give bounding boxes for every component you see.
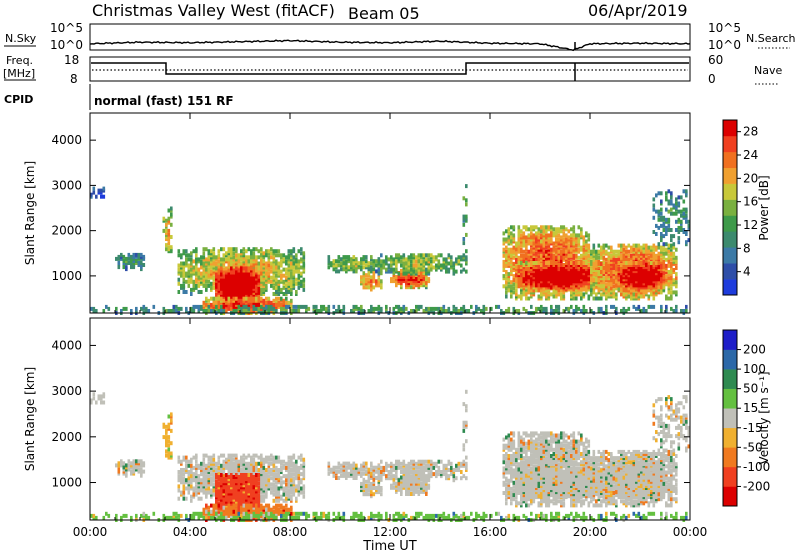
nsearch-label: N.Search xyxy=(746,32,796,45)
nsky-tick-top: 10^5 xyxy=(50,21,83,35)
cpid-text: normal (fast) 151 RF xyxy=(94,94,234,108)
cpid-label: CPID xyxy=(4,93,33,106)
colorbar-segment xyxy=(723,135,737,153)
freq-series-line xyxy=(91,62,689,75)
colorbar-segment xyxy=(723,167,737,184)
xtick-label: 20:00 xyxy=(573,525,608,539)
nsky-series-line xyxy=(89,39,691,52)
colorbar-segment xyxy=(723,199,737,216)
ytick-label: 1000 xyxy=(51,269,82,283)
xtick-label: 00:00 xyxy=(73,525,108,539)
colorbar-segment xyxy=(723,349,737,370)
ytick-label: 2000 xyxy=(51,430,82,444)
colorbar-segment xyxy=(723,215,737,232)
nsky-label: N.Sky xyxy=(5,32,37,45)
colorbar-segment xyxy=(723,151,737,169)
colorbar-tick-label: 100 xyxy=(743,362,766,376)
ytick-label: 4000 xyxy=(51,133,82,147)
velocity-yticks: 1000 2000 3000 4000 xyxy=(51,338,690,490)
colorbar-segment xyxy=(723,330,737,350)
velocity-ylabel: Slant Range [km] xyxy=(23,367,37,471)
beam-label: Beam 05 xyxy=(348,4,420,23)
colorbar-segment xyxy=(723,447,737,468)
colorbar-segment xyxy=(723,388,737,409)
power-yticks: 1000 2000 3000 4000 xyxy=(51,133,690,283)
colorbar-tick-label: -200 xyxy=(743,479,770,493)
power-colorbar: 4 8 12 16 20 24 28 Power [dB] xyxy=(722,119,771,296)
colorbar-tick-label: 15 xyxy=(743,401,758,415)
colorbar-tick-label: -100 xyxy=(743,460,770,474)
colorbar-tick-label: 24 xyxy=(743,148,758,162)
xtick-label: 12:00 xyxy=(373,525,408,539)
colorbar-tick-label: 16 xyxy=(743,195,758,209)
station-title: Christmas Valley West (fitACF) xyxy=(92,1,335,20)
power-panel: 1000 2000 3000 4000 Slant Range [km] xyxy=(23,112,691,315)
colorbar-segment xyxy=(723,183,737,200)
velocity-colorbar: 200 100 50 15 -15 -50 -100 -200 Velocity [m s⁻¹… xyxy=(722,329,771,507)
nsky-frame xyxy=(89,23,691,51)
ytick-label: 1000 xyxy=(51,476,82,490)
ytick-label: 2000 xyxy=(51,224,82,238)
ytick-label: 3000 xyxy=(51,384,82,398)
colorbar-tick-label: 12 xyxy=(743,218,758,232)
colorbar-segment xyxy=(723,466,737,487)
freq-label: Freq. xyxy=(6,54,33,67)
velocity-panel: 1000 2000 3000 4000 Slant Range [km] xyxy=(23,317,691,522)
xtick-label: 08:00 xyxy=(273,525,308,539)
nsearch-tick-top: 10^5 xyxy=(708,21,741,35)
xtick-label: 04:00 xyxy=(173,525,208,539)
date-label: 06/Apr/2019 xyxy=(588,1,688,20)
colorbar-tick-label: 20 xyxy=(743,171,758,185)
ytick-label: 3000 xyxy=(51,178,82,192)
colorbar-tick-label: 8 xyxy=(743,241,751,255)
colorbar-segment xyxy=(723,263,737,280)
freq-frame xyxy=(89,56,691,82)
velocity-cells xyxy=(90,389,691,522)
colorbar-segment xyxy=(723,231,737,248)
colorbar-segment xyxy=(723,247,737,264)
power-colorbar-label: Power [dB] xyxy=(757,175,771,240)
colorbar-segment xyxy=(723,369,737,389)
colorbar-segment xyxy=(723,279,737,296)
colorbar-segment xyxy=(723,120,737,137)
freq-tick-top: 18 xyxy=(64,53,79,67)
colorbar-segment xyxy=(723,427,737,448)
xtick-label: 00:00 xyxy=(673,525,708,539)
colorbar-tick-label: -50 xyxy=(743,440,763,454)
ytick-label: 4000 xyxy=(51,338,82,352)
nsearch-tick-bottom: 10^0 xyxy=(708,38,741,52)
power-ylabel: Slant Range [km] xyxy=(23,161,37,265)
colorbar-tick-label: 28 xyxy=(743,125,758,139)
colorbar-tick-label: -15 xyxy=(743,421,763,435)
power-cells xyxy=(90,184,691,315)
freq-unit-label: [MHz] xyxy=(3,67,35,80)
nave-tick-top: 60 xyxy=(708,53,723,67)
nave-label: Nave xyxy=(754,64,782,77)
colorbar-tick-label: 50 xyxy=(743,382,758,396)
time-axis-label: Time UT xyxy=(362,539,416,554)
velocity-colorbar-label: Velocity [m s⁻¹] xyxy=(757,371,771,464)
nsky-tick-bottom: 10^0 xyxy=(50,38,83,52)
colorbar-tick-label: 4 xyxy=(743,265,751,279)
colorbar-segment xyxy=(723,408,737,429)
colorbar-tick-label: 200 xyxy=(743,343,766,357)
nsky-panel: N.Sky 10^5 10^0 10^5 10^0 N.Search xyxy=(4,21,796,52)
xtick-label: 16:00 xyxy=(473,525,508,539)
nave-tick-bottom: 0 xyxy=(708,72,716,86)
time-axis: 00:00 04:00 08:00 12:00 16:00 20:00 00:00 xyxy=(73,113,708,539)
colorbar-segment xyxy=(723,486,737,507)
freq-tick-bottom: 8 xyxy=(70,72,78,86)
freq-panel: Freq. [MHz] 18 8 60 0 Nave xyxy=(3,53,782,86)
